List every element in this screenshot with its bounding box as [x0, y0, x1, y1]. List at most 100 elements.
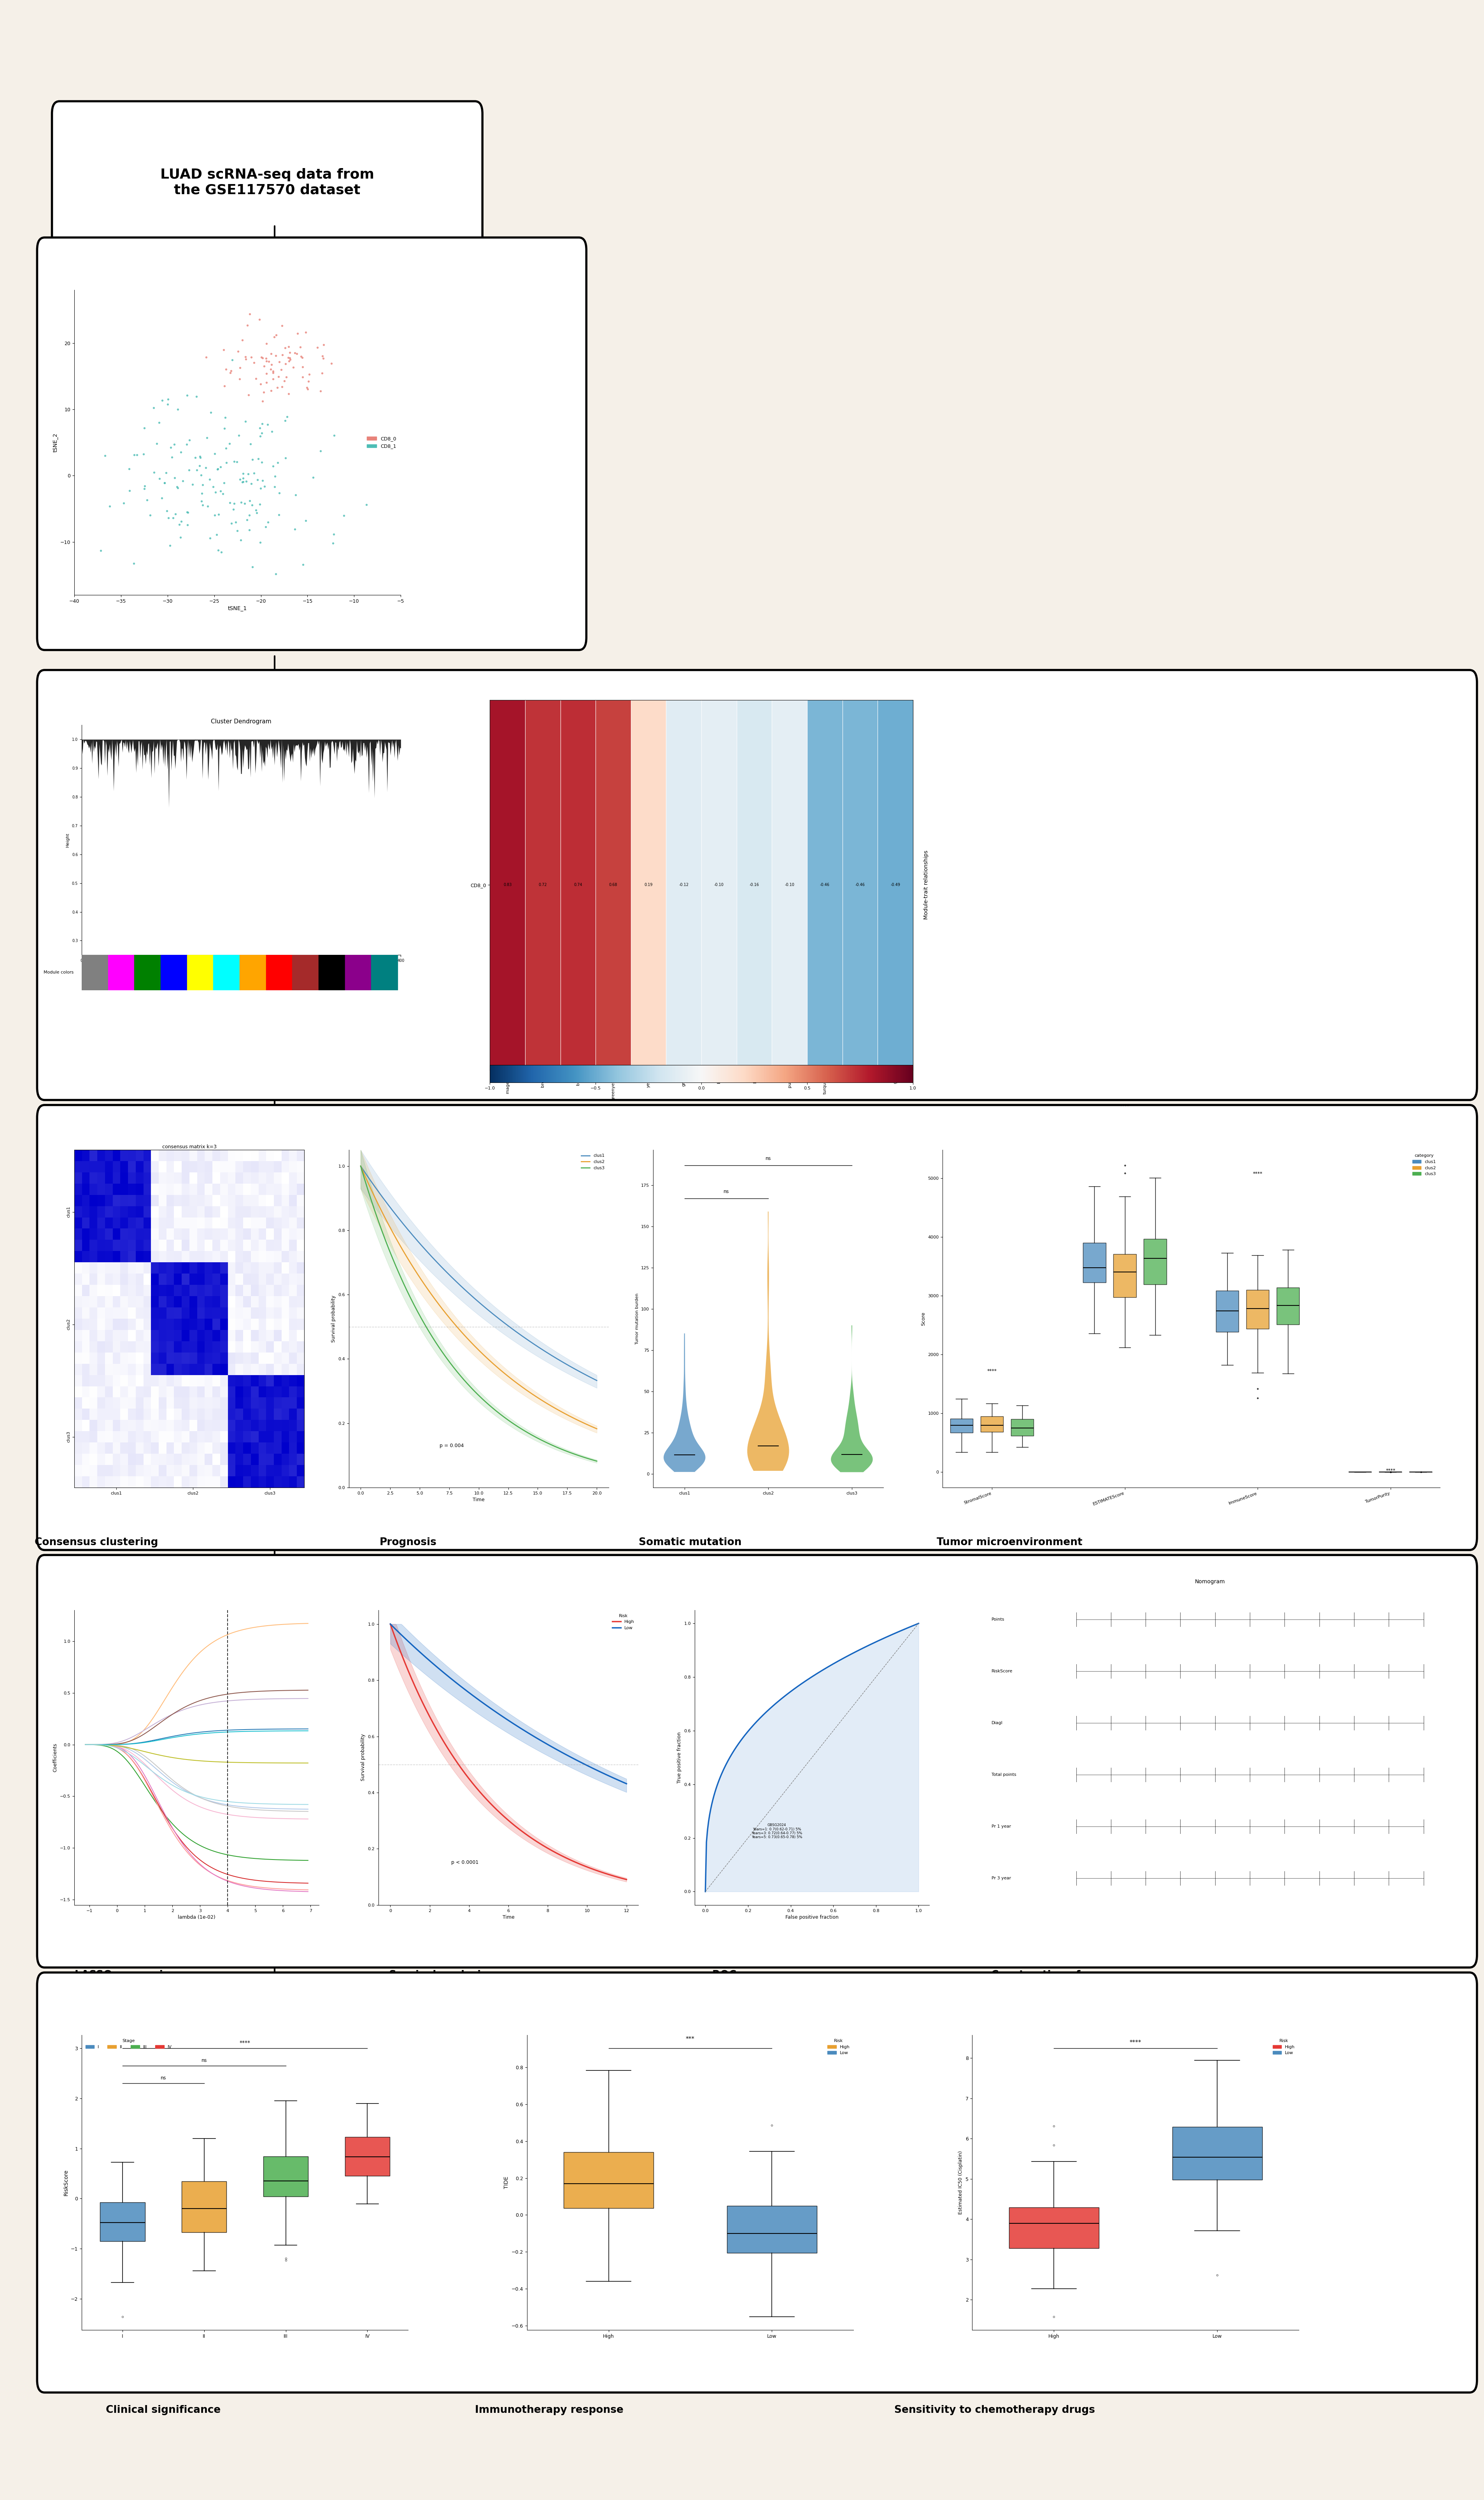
Line: clus2: clus2 [361, 1165, 597, 1430]
Point [122, 542, 145, 582]
Point [289, 338, 313, 378]
Point [301, 457, 325, 498]
Point [223, 442, 246, 483]
PathPatch shape [981, 1417, 1003, 1432]
Point [261, 448, 285, 488]
Point [295, 367, 319, 408]
Point [205, 450, 229, 490]
clus3 [352, 1150, 370, 1180]
Point [226, 510, 249, 550]
Point [254, 352, 278, 392]
Point [125, 435, 148, 475]
Text: ****: **** [1252, 1172, 1263, 1178]
Point [239, 338, 263, 378]
Point [254, 338, 278, 378]
Point [165, 467, 188, 508]
High [444, 1742, 462, 1772]
Point [157, 498, 181, 538]
PathPatch shape [1215, 1290, 1238, 1332]
Point [240, 440, 264, 480]
clus2 [567, 1405, 585, 1435]
Point [175, 493, 199, 532]
Point [283, 510, 307, 550]
Y-axis label: Survival probability: Survival probability [361, 1735, 365, 1780]
Point [188, 438, 212, 478]
PathPatch shape [99, 2202, 145, 2240]
Text: -0.46: -0.46 [855, 882, 865, 888]
Point [159, 428, 183, 468]
PathPatch shape [263, 2158, 309, 2198]
Point [196, 485, 220, 525]
Point [251, 338, 275, 378]
Text: Tumor microenvironment: Tumor microenvironment [936, 1538, 1082, 1548]
Point [168, 505, 191, 545]
Point [190, 465, 214, 505]
Point [276, 338, 300, 378]
Y-axis label: Tumor mutation burden: Tumor mutation burden [635, 1292, 638, 1345]
Point [181, 465, 205, 505]
Point [252, 345, 276, 385]
Text: Total points: Total points [991, 1772, 1017, 1778]
Text: Consensus clustering: Consensus clustering [34, 1538, 159, 1548]
Point [220, 350, 243, 390]
Point [117, 450, 141, 490]
clus1 [361, 1165, 378, 1195]
Point [224, 503, 248, 543]
Point [230, 462, 254, 503]
Point [229, 520, 252, 560]
Point [203, 432, 227, 472]
Point [270, 350, 294, 390]
clus3 [576, 1442, 594, 1472]
clus3 [367, 1195, 384, 1225]
Text: 0.74: 0.74 [574, 882, 582, 888]
Point [209, 532, 233, 572]
Point [285, 333, 309, 372]
Point [214, 428, 237, 468]
Point [229, 348, 252, 388]
Point [278, 338, 301, 378]
Text: RiskScore: RiskScore [991, 1670, 1012, 1673]
Bar [561, 700, 595, 1070]
Point [156, 385, 180, 425]
Legend: High, Low: High, Low [610, 1612, 637, 1632]
Point [283, 475, 307, 515]
Point [160, 438, 184, 478]
PathPatch shape [1009, 2208, 1098, 2248]
PathPatch shape [1083, 1242, 1106, 1282]
Low [605, 1762, 623, 1793]
Point [243, 490, 267, 530]
Text: 0.68: 0.68 [608, 882, 617, 888]
Y-axis label: Survival probability: Survival probability [331, 1295, 335, 1343]
Text: ns: ns [202, 2058, 206, 2062]
Text: ****: **** [1129, 2040, 1141, 2045]
Point [230, 320, 254, 360]
Point [261, 352, 285, 392]
Point [278, 333, 301, 372]
Point [257, 503, 280, 543]
X-axis label: lambda (1e-02): lambda (1e-02) [178, 1915, 215, 1920]
Text: Module colors: Module colors [43, 970, 74, 975]
PathPatch shape [950, 1420, 972, 1432]
Text: ns: ns [766, 1155, 770, 1160]
Point [117, 470, 141, 510]
Point [175, 375, 199, 415]
Point [276, 398, 300, 438]
PathPatch shape [564, 2152, 653, 2208]
Point [98, 485, 122, 525]
Title: Nomogram: Nomogram [1195, 1580, 1224, 1585]
Point [312, 325, 335, 365]
Point [188, 455, 212, 495]
Point [282, 348, 306, 388]
Bar [595, 700, 631, 1070]
Point [322, 515, 346, 555]
Point [226, 333, 249, 372]
clus3 [414, 1308, 432, 1338]
Point [142, 452, 166, 493]
Point [184, 378, 208, 418]
Point [169, 518, 193, 558]
Point [264, 555, 288, 595]
Point [221, 490, 245, 530]
Point [291, 358, 315, 398]
Point [188, 438, 212, 478]
Point [236, 305, 260, 345]
